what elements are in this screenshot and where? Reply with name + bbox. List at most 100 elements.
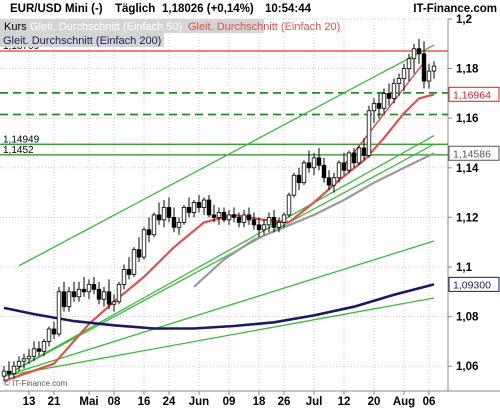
- candle-73: [366, 105, 372, 158]
- candle-15: [76, 281, 82, 302]
- level-label-2: 1,1452: [3, 145, 34, 156]
- candle-body-22: [111, 301, 117, 305]
- candle-14: [71, 281, 77, 302]
- candle-body-86: [431, 65, 437, 72]
- candle-body-54: [271, 216, 277, 228]
- price-tag-box-2: [448, 276, 500, 292]
- candle-body-64: [321, 164, 327, 179]
- x-tick-label-1: 21: [48, 396, 61, 408]
- y-tick-label-0: 1,2: [456, 14, 472, 26]
- candle-79: [396, 73, 402, 96]
- ma-line-2: [3, 283, 435, 330]
- x-tick-label-12: 20: [368, 396, 381, 408]
- candle-body-16: [81, 288, 87, 293]
- candle-35: [176, 217, 182, 235]
- y-axis-ticks: 1,2 1,18 1,16 1,14 1,12 1,1 1,08 1,06: [448, 14, 479, 373]
- candle-body-35: [176, 221, 182, 228]
- candle-body-70: [351, 152, 357, 164]
- candle-3: [16, 356, 22, 372]
- candle-30: [151, 212, 157, 238]
- level-label-1: 1,14949: [3, 134, 40, 145]
- candle-body-61: [306, 162, 312, 169]
- trend-line-0: [18, 44, 435, 267]
- candle-body-78: [391, 83, 397, 99]
- y-tick-label-1: 1,18: [456, 64, 479, 76]
- header-bar: [0, 0, 500, 17]
- candle-body-81: [406, 58, 412, 70]
- candle-81: [406, 53, 412, 81]
- candle-54: [271, 209, 277, 233]
- candle-75: [376, 93, 382, 119]
- candle-body-38: [191, 202, 197, 213]
- header-interval: Täglich: [115, 3, 155, 15]
- legend-sma50: Gleit. Durchschnitt (Einfach 50): [30, 21, 182, 33]
- candle-body-47: [236, 216, 242, 223]
- candle-17: [86, 279, 92, 300]
- price-tag-box-0: [448, 86, 500, 102]
- candle-67: [336, 160, 342, 183]
- candle-62: [311, 152, 317, 176]
- candle-body-27: [136, 249, 142, 258]
- candle-13: [66, 286, 72, 312]
- candle-body-76: [381, 93, 387, 109]
- candle-39: [196, 195, 202, 213]
- candle-61: [306, 150, 312, 173]
- candle-body-7: [36, 348, 42, 352]
- candle-body-32: [161, 207, 167, 221]
- x-tick-label-3: 08: [108, 396, 121, 408]
- candle-body-83: [416, 48, 422, 55]
- price-tag-label-1: 1,14586: [453, 148, 491, 160]
- candle-37: [186, 197, 192, 218]
- candle-65: [326, 170, 332, 191]
- candle-70: [351, 147, 357, 168]
- candle-body-62: [311, 157, 317, 169]
- candle-76: [381, 88, 387, 114]
- candle-body-67: [336, 162, 342, 179]
- candle-1: [6, 361, 12, 379]
- candle-body-74: [371, 102, 377, 112]
- candle-25: [126, 257, 132, 280]
- candle-34: [171, 207, 177, 233]
- x-tick-label-8: 18: [253, 396, 266, 408]
- candle-body-26: [131, 249, 137, 275]
- candle-body-40: [201, 199, 207, 208]
- candle-60: [301, 160, 307, 186]
- candle-body-57: [286, 194, 292, 216]
- candle-body-6: [31, 348, 37, 357]
- candle-68: [341, 152, 347, 176]
- candle-21: [106, 279, 112, 310]
- price-tag-box-1: [448, 145, 500, 161]
- trend-line-4: [3, 297, 435, 377]
- price-tag-label-0: 1,16964: [453, 89, 491, 101]
- horizontal-levels: [0, 50, 448, 156]
- candle-71: [356, 145, 362, 166]
- candle-body-9: [46, 328, 52, 342]
- candle-23: [116, 281, 122, 305]
- legend-sma20: Gleit. Durchschnitt (Einfach 20): [188, 21, 340, 33]
- candle-64: [321, 157, 327, 183]
- candle-72: [361, 138, 367, 161]
- candle-31: [156, 202, 162, 225]
- candle-body-28: [141, 229, 147, 258]
- y-tick-label-5: 1,1: [456, 262, 473, 274]
- x-tick-label-13: Aug: [393, 396, 415, 408]
- x-tick-label-11: 12: [338, 396, 351, 408]
- candle-body-31: [156, 214, 162, 221]
- candle-body-41: [206, 199, 212, 216]
- candle-0: [1, 366, 7, 382]
- candle-body-10: [51, 328, 57, 335]
- candle-body-19: [96, 288, 102, 300]
- candle-body-17: [86, 283, 92, 293]
- y-tick-label-2: 1,16: [456, 113, 478, 125]
- y-tick-label-3: 1,14: [456, 163, 479, 175]
- candle-6: [31, 341, 37, 362]
- candle-body-8: [41, 340, 47, 352]
- candle-body-75: [376, 102, 382, 109]
- candle-body-33: [166, 207, 172, 218]
- candle-77: [386, 83, 392, 106]
- candle-body-5: [26, 355, 32, 360]
- candle-body-49: [246, 214, 252, 221]
- candle-body-15: [76, 288, 82, 298]
- candle-59: [296, 167, 302, 191]
